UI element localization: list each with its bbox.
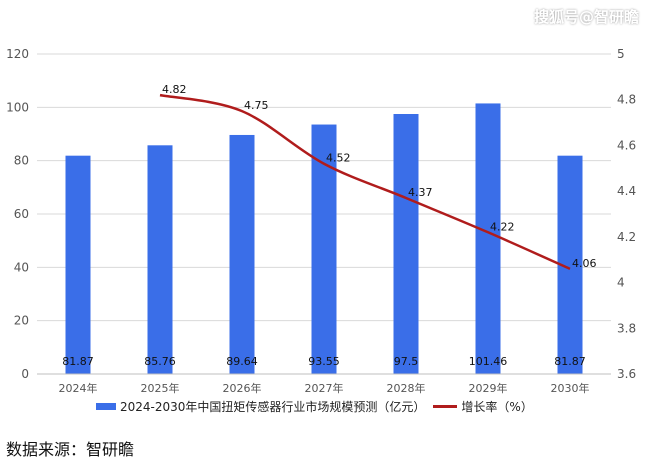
legend-line-label: 增长率（%）	[461, 400, 533, 414]
x-tick-label: 2025年	[141, 381, 180, 395]
y-left-tick-label: 0	[21, 367, 29, 381]
bar	[147, 145, 173, 374]
bar-data-label: 85.76	[144, 355, 176, 368]
line-data-label: 4.52	[326, 152, 351, 165]
line-data-label: 4.06	[572, 257, 597, 270]
y-left-tick-label: 120	[6, 47, 29, 61]
y-right-tick-label: 5	[617, 47, 625, 61]
bar	[229, 134, 255, 374]
line-data-label: 4.37	[408, 186, 433, 199]
bar	[65, 155, 91, 374]
legend-bar-label: 2024-2030年中国扭矩传感器行业市场规模预测（亿元）	[120, 400, 426, 414]
growth-line	[159, 93, 571, 270]
line-data-label: 4.82	[162, 83, 187, 96]
x-tick-label: 2030年	[551, 381, 590, 395]
bar-data-label: 89.64	[226, 355, 258, 368]
x-tick-label: 2029年	[469, 381, 508, 395]
bar-data-label: 101.46	[469, 355, 508, 368]
y-right-tick-label: 3.8	[617, 321, 636, 335]
y-right-tick-label: 4.8	[617, 93, 636, 107]
source-note: 数据来源：智研瞻	[6, 440, 135, 459]
bar-data-label: 81.87	[554, 355, 586, 368]
bar	[475, 103, 501, 374]
bar-data-label: 93.55	[308, 355, 340, 368]
x-tick-label: 2026年	[223, 381, 262, 395]
legend-bar-swatch	[96, 403, 116, 410]
line-data-label: 4.22	[490, 220, 515, 233]
y-left-tick-label: 100	[6, 100, 29, 114]
y-right-tick-label: 4.4	[617, 184, 636, 198]
y-right-tick-label: 4.6	[617, 138, 636, 152]
legend: 2024-2030年中国扭矩传感器行业市场规模预测（亿元） 增长率（%）	[96, 398, 533, 415]
line-data-label: 4.75	[244, 99, 269, 112]
bar-data-label: 97.5	[394, 355, 419, 368]
x-tick-label: 2024年	[59, 381, 98, 395]
y-right-tick-label: 3.6	[617, 367, 636, 381]
watermark: 搜狐号@智研瞻	[533, 8, 639, 26]
chart-svg: 0 20 40 60 80 100 120 3.6 3.8 4 4.2 4.4 4.6 4.8 5 81.87…	[6, 47, 636, 395]
x-tick-label: 2028年	[387, 381, 426, 395]
y-left-tick-label: 20	[14, 314, 29, 328]
y-right-tick-label: 4	[617, 276, 625, 290]
x-tick-label: 2027年	[305, 381, 344, 395]
bar-data-label: 81.87	[62, 355, 94, 368]
y-left-tick-label: 40	[14, 260, 29, 274]
y-right-tick-label: 4.2	[617, 230, 636, 244]
legend-line-swatch	[433, 405, 458, 408]
y-left-tick-label: 60	[14, 207, 29, 221]
y-left-tick-label: 80	[14, 154, 29, 168]
bar	[311, 124, 337, 375]
bar	[393, 114, 419, 374]
